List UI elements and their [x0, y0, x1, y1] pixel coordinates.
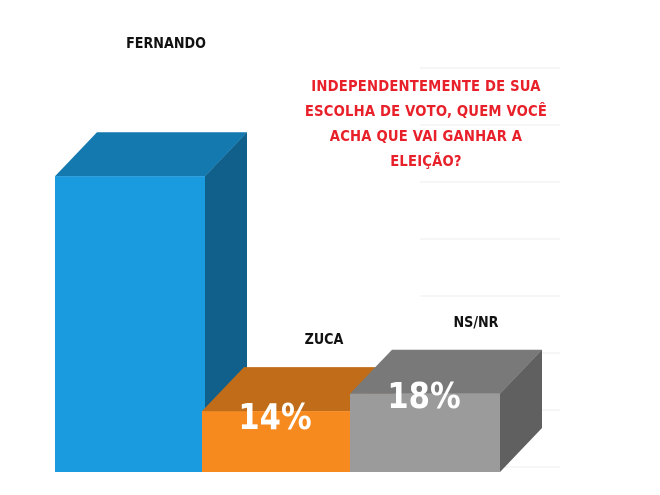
bar-fernando	[55, 132, 247, 472]
value-label-nsnr: 18%	[387, 376, 461, 417]
category-label-nsnr: NS/NR	[453, 313, 499, 331]
bar-top	[350, 349, 542, 394]
question-line-1: INDEPENDENTEMENTE DE SUA	[311, 77, 541, 95]
question-line-3: ACHA QUE VAI GANHAR A ELEIÇÃO?	[329, 127, 523, 170]
bar-top	[55, 132, 247, 177]
category-label-fernando: FERNANDO	[126, 34, 206, 52]
value-label-fernando: 68%	[90, 92, 164, 133]
bar-top	[202, 367, 394, 412]
bar-front	[55, 176, 205, 472]
bar-nsnr	[350, 349, 542, 472]
category-label-zuca: ZUCA	[304, 330, 344, 348]
bar-side	[500, 349, 542, 472]
bar-front	[202, 411, 352, 472]
chart-question: INDEPENDENTEMENTE DE SUA ESCOLHA DE VOTO…	[294, 74, 558, 174]
question-line-2: ESCOLHA DE VOTO, QUEM VOCÊ	[304, 102, 548, 120]
bar-front	[350, 393, 500, 472]
bars	[55, 132, 542, 472]
value-label-zuca: 14%	[238, 397, 312, 438]
